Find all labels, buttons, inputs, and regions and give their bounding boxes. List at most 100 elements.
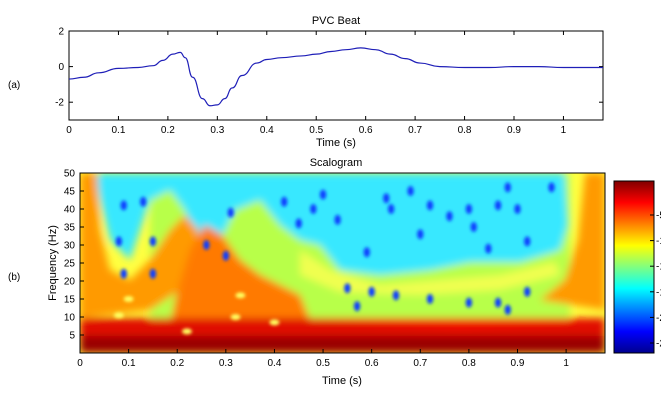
panel-label-a: (a) bbox=[8, 80, 20, 91]
chart-b-ytick-label: 20 bbox=[64, 277, 76, 288]
scalogram-minimum-spot bbox=[494, 297, 502, 308]
chart-a-xtick-label: 0.1 bbox=[111, 125, 125, 136]
scalogram-minimum-spot bbox=[524, 236, 531, 247]
scalogram-minimum-spot bbox=[392, 290, 400, 301]
chart-b-title: Scalogram bbox=[310, 157, 363, 169]
scalogram-minimum-spot bbox=[383, 193, 390, 204]
chart-a-ytick-label: 0 bbox=[58, 62, 64, 73]
chart-a-series-line bbox=[69, 47, 603, 107]
chart-b-ytick-label: 30 bbox=[64, 241, 76, 252]
chart-a-ytick-label: 2 bbox=[58, 27, 64, 38]
pvc-beat-chart: PVC Beat 0 0.1 0.2 0.3 0.4 0.5 0.6 0.7 0.8 0.9 1 -2… bbox=[55, 15, 604, 149]
chart-b-ytick-label: 5 bbox=[69, 331, 75, 342]
scalogram-minimum-spot bbox=[446, 211, 453, 222]
scalogram-spots bbox=[113, 182, 555, 335]
scalogram-minimum-spot bbox=[334, 214, 341, 225]
chart-a-title: PVC Beat bbox=[312, 15, 360, 27]
chart-b-xlabel: Time (s) bbox=[322, 375, 362, 387]
chart-b-xtick-label: 0.7 bbox=[413, 358, 427, 369]
chart-a-xtick-label: 0.4 bbox=[260, 125, 274, 136]
scalogram-bright-spot bbox=[123, 296, 134, 302]
scalogram-minimum-spot bbox=[504, 182, 511, 193]
chart-a-xtick-label: 0.9 bbox=[507, 125, 521, 136]
chart-b-ytick-label: 35 bbox=[64, 223, 76, 234]
chart-a-xtick-label: 0.5 bbox=[309, 125, 323, 136]
scalogram-minimum-spot bbox=[115, 236, 123, 247]
chart-a-xlabel: Time (s) bbox=[316, 137, 356, 149]
scalogram-bright-spot bbox=[113, 312, 124, 319]
chart-b-xtick-label: 0.8 bbox=[462, 358, 476, 369]
chart-b-xtick-label: 0.2 bbox=[170, 358, 184, 369]
scalogram-minimum-spot bbox=[139, 196, 147, 207]
colorbar bbox=[613, 180, 655, 354]
colorbar-tick-label: -1 bbox=[656, 236, 661, 247]
chart-b-ytick-label: 50 bbox=[64, 169, 76, 180]
scalogram-minimum-spot bbox=[494, 200, 502, 211]
scalogram-minimum-spot bbox=[524, 286, 531, 297]
chart-a-xtick-label: 0.6 bbox=[359, 125, 373, 136]
scalogram-minimum-spot bbox=[222, 250, 230, 261]
chart-b-xtick-label: 1 bbox=[563, 358, 569, 369]
scalogram-minimum-spot bbox=[470, 222, 477, 232]
scalogram-chart: Scalogram bbox=[47, 157, 661, 387]
colorbar-tick-label: -1 bbox=[656, 287, 661, 298]
scalogram-minimum-spot bbox=[485, 243, 492, 254]
scalogram-minimum-spot bbox=[344, 283, 351, 294]
scalogram-bright-spot bbox=[269, 319, 280, 326]
chart-b-ticks: 0 0.1 0.2 0.3 0.4 0.5 0.6 0.7 0.8 0.9 151015202530… bbox=[64, 169, 569, 370]
chart-b-ylabel: Frequency (Hz) bbox=[47, 225, 59, 301]
chart-a-xtick-label: 0.7 bbox=[408, 125, 422, 136]
scalogram-minimum-spot bbox=[310, 204, 317, 214]
scalogram-minimum-spot bbox=[514, 204, 521, 214]
scalogram-minimum-spot bbox=[417, 229, 424, 240]
chart-b-ytick-label: 10 bbox=[64, 313, 76, 324]
scalogram-minimum-spot bbox=[387, 204, 395, 214]
scalogram-minimum-spot bbox=[363, 247, 371, 258]
scalogram-bright-spot bbox=[235, 292, 246, 299]
scalogram-minimum-spot bbox=[548, 182, 555, 193]
chart-b-ytick-label: 25 bbox=[64, 259, 76, 270]
scalogram-minimum-spot bbox=[280, 196, 288, 207]
scalogram-minimum-spot bbox=[465, 297, 473, 308]
chart-a-ytick-label: -2 bbox=[55, 98, 64, 109]
colorbar-tick-label: -5 bbox=[656, 211, 661, 222]
scalogram-minimum-spot bbox=[426, 294, 434, 304]
scalogram-minimum-spot bbox=[426, 200, 434, 211]
chart-b-xtick-label: 0 bbox=[77, 358, 83, 369]
chart-b-xtick-label: 0.9 bbox=[511, 358, 525, 369]
colorbar-tick-label: -2 bbox=[656, 339, 661, 350]
chart-b-xtick-label: 0.5 bbox=[316, 358, 330, 369]
colorbar-ticks: -5 -1 -1 -1 -2 -2 bbox=[650, 211, 661, 350]
chart-b-xtick-label: 0.3 bbox=[219, 358, 233, 369]
colorbar-tick-label: -2 bbox=[656, 313, 661, 324]
scalogram-minimum-spot bbox=[120, 268, 127, 279]
chart-a-axes-box bbox=[68, 30, 604, 121]
chart-a-xtick-label: 1 bbox=[561, 125, 567, 136]
scalogram-minimum-spot bbox=[149, 268, 157, 279]
scalogram-minimum-spot bbox=[504, 304, 511, 315]
scalogram-minimum-spot bbox=[149, 236, 157, 247]
chart-b-xtick-label: 0.1 bbox=[122, 358, 136, 369]
scalogram-minimum-spot bbox=[368, 286, 375, 297]
chart-b-xtick-label: 0.6 bbox=[365, 358, 379, 369]
scalogram-bright-spot bbox=[230, 314, 241, 320]
colorbar-tick-label: -1 bbox=[656, 262, 661, 273]
scalogram-minimum-spot bbox=[120, 200, 127, 211]
scalogram-minimum-spot bbox=[407, 186, 414, 196]
scalogram-minimum-spot bbox=[295, 218, 302, 229]
panel-label-b: (b) bbox=[8, 272, 20, 283]
scalogram-minimum-spot bbox=[319, 189, 327, 200]
scalogram-minimum-spot bbox=[203, 240, 210, 250]
chart-a-xtick-label: 0.8 bbox=[458, 125, 472, 136]
scalogram-bright-spot bbox=[181, 328, 192, 335]
chart-a-xtick-label: 0 bbox=[66, 125, 72, 136]
scalogram-heatmap bbox=[80, 173, 605, 353]
chart-a-xtick-label: 0.3 bbox=[210, 125, 224, 136]
chart-a-xtick-label: 0.2 bbox=[161, 125, 175, 136]
scalogram-minimum-spot bbox=[465, 204, 473, 214]
scalogram-minimum-spot bbox=[227, 207, 234, 218]
scalogram-minimum-spot bbox=[353, 301, 361, 312]
chart-b-ytick-label: 15 bbox=[64, 295, 76, 306]
chart-a-ticks: 0 0.1 0.2 0.3 0.4 0.5 0.6 0.7 0.8 0.9 1 -2 0 2 bbox=[55, 27, 603, 136]
